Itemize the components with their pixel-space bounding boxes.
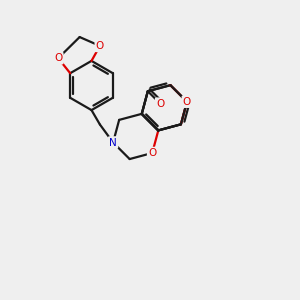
Text: O: O <box>156 99 164 109</box>
Text: O: O <box>148 148 156 158</box>
Text: O: O <box>183 97 191 107</box>
Text: N: N <box>109 137 117 148</box>
Text: O: O <box>96 41 104 51</box>
Text: O: O <box>54 53 62 63</box>
